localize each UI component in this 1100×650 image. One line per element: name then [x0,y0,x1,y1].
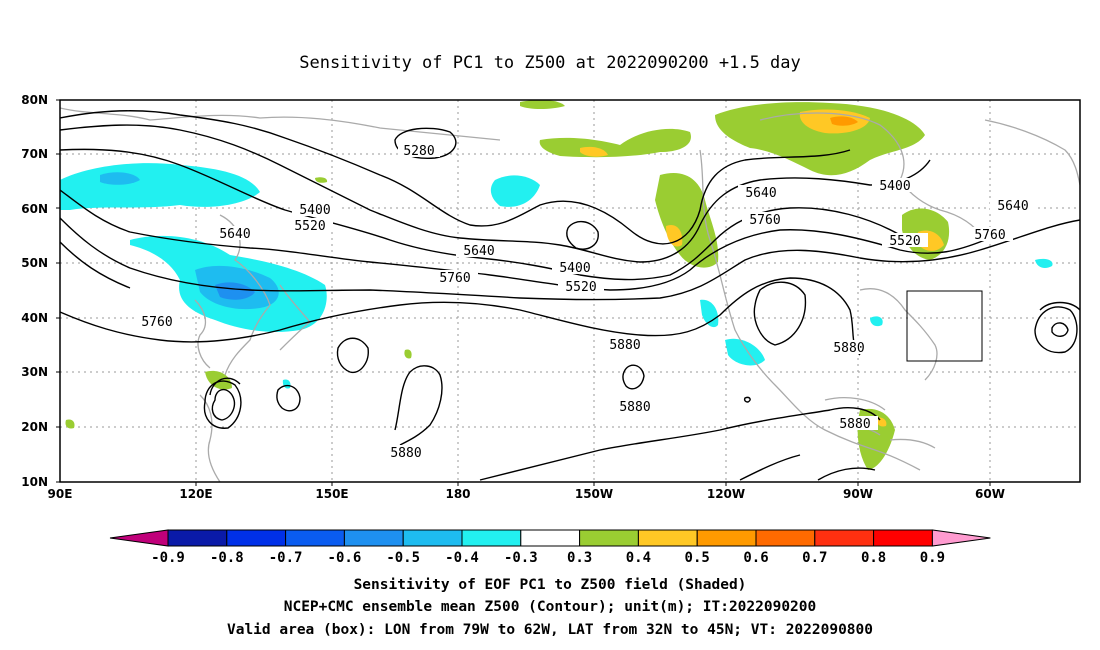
colorbar-swatch [226,529,287,547]
contour-label: 5520 [889,234,920,249]
lon-tick-label: 60W [975,487,1005,501]
contour-label: 5760 [974,228,1005,243]
colorbar-swatch [814,529,875,547]
lon-tick-label: 150E [315,487,348,501]
colorbar-label: 0.5 [685,550,710,566]
colorbar: -0.9 -0.8 -0.7 -0.6 -0.5 -0.4 -0.3 0.3 0.4 0.5 0.6… [109,529,991,566]
lon-tick-label: 90E [48,487,73,501]
contour-label: 5880 [390,446,421,461]
coastlines [60,107,1080,482]
contour-label: 5760 [439,271,470,286]
colorbar-label: -0.4 [445,550,479,566]
contour-label: 5400 [879,179,910,194]
contour-label: 5760 [141,315,172,330]
contour-label: 5520 [565,280,596,295]
contour-label: 5880 [839,417,870,432]
caption-line-3: Valid area (box): LON from 79W to 62W, L… [227,622,873,638]
colorbar-label: -0.3 [504,550,538,566]
plot-frame [59,99,1081,483]
contour-label: 5400 [299,203,330,218]
contour-label: 5640 [219,227,250,242]
colorbar-label: -0.8 [210,550,244,566]
colorbar-swatch [873,529,933,547]
colorbar-label: 0.6 [743,550,768,566]
colorbar-label: -0.7 [269,550,303,566]
colorbar-label: -0.6 [328,550,362,566]
colorbar-swatch [402,529,463,547]
latitude-axis: 80N 70N 60N 50N 40N 30N 20N 10N [21,93,60,489]
colorbar-swatch [755,529,816,547]
lon-tick-label: 90W [843,487,873,501]
lon-tick-label: 150W [575,487,613,501]
contour-label: 5640 [745,186,776,201]
colorbar-swatch [343,529,404,547]
colorbar-swatch [520,529,581,547]
colorbar-label: 0.4 [626,550,651,566]
colorbar-swatch [637,529,698,547]
colorbar-max-arrow [931,529,991,547]
contour-label: 5760 [749,213,780,228]
colorbar-swatch [696,529,757,547]
contour-label: 5640 [997,199,1028,214]
contour-label: 5520 [294,219,325,234]
contour-label: 5640 [463,244,494,259]
colorbar-label: 0.3 [567,550,592,566]
lat-tick-label: 80N [21,93,48,107]
lat-tick-label: 50N [21,256,48,270]
lat-tick-label: 30N [21,365,48,379]
lon-tick-label: 180 [445,487,470,501]
colorbar-swatch [579,529,639,547]
colorbar-label: 0.8 [861,550,886,566]
valid-area-box [906,290,983,362]
contour-label: 5880 [619,400,650,415]
colorbar-swatch [285,529,345,547]
contour-label: 5280 [403,144,434,159]
caption-line-1: Sensitivity of EOF PC1 to Z500 field (Sh… [354,577,747,593]
lat-tick-label: 60N [21,202,48,216]
caption-line-2: NCEP+CMC ensemble mean Z500 (Contour); u… [284,599,817,615]
contour-label: 5400 [559,261,590,276]
colorbar-swatch [461,529,522,547]
lat-tick-label: 10N [21,475,48,489]
map-plot-area [60,100,1080,482]
lon-tick-label: 120W [707,487,745,501]
contour-label: 5880 [609,338,640,353]
colorbar-min-arrow [109,529,169,547]
colorbar-label: -0.5 [386,550,420,566]
figure-title: Sensitivity of PC1 to Z500 at 2022090200… [299,53,801,73]
colorbar-label: -0.9 [151,550,185,566]
colorbar-label: 0.9 [920,550,945,566]
contour-label: 5880 [833,341,864,356]
lon-tick-label: 120E [179,487,212,501]
lat-tick-label: 70N [21,147,48,161]
colorbar-label: 0.7 [802,550,827,566]
longitude-axis: 90E 120E 150E 180 150W 120W 90W 60W [48,482,1005,501]
negative-sensitivity-shading [60,163,1053,389]
lat-tick-label: 20N [21,420,48,434]
contour-labels: 5280 5400 5520 5640 5760 5640 5760 5400 … [134,143,1036,461]
lat-tick-label: 40N [21,311,48,325]
colorbar-swatch [167,529,228,547]
